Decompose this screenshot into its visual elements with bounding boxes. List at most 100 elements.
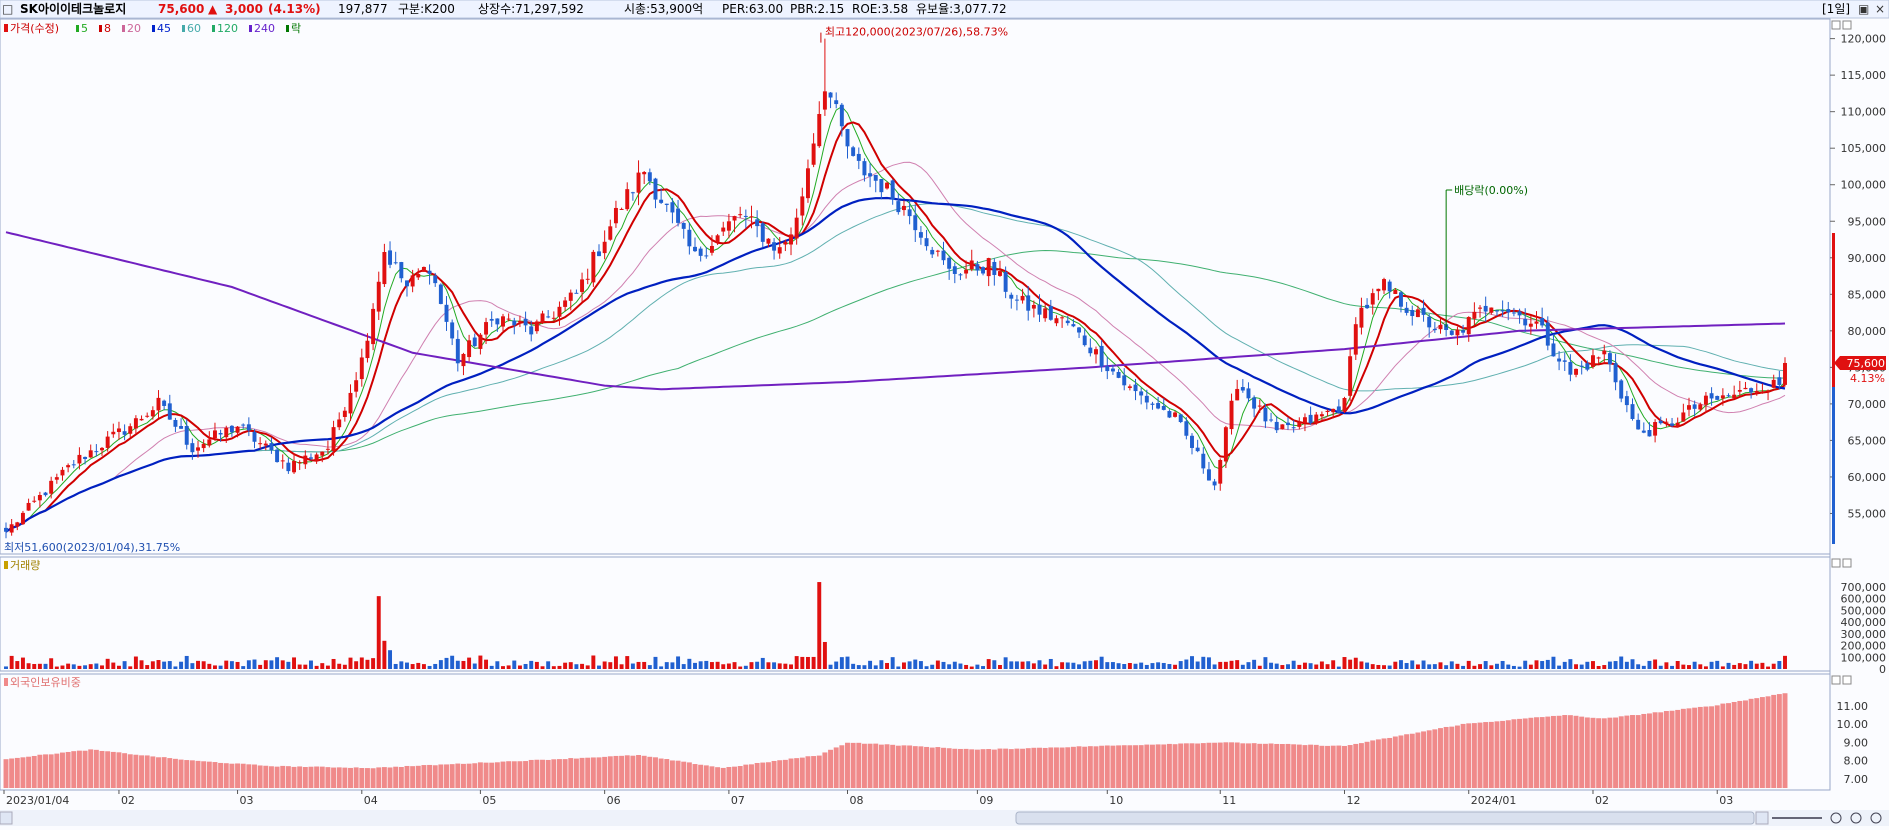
foreign-bar — [1669, 710, 1675, 788]
candle-body — [597, 251, 601, 257]
candle-body — [653, 178, 658, 200]
foreign-bar — [1240, 743, 1246, 788]
volume-bar — [1737, 663, 1742, 669]
maximize-button[interactable]: ▣ — [1858, 2, 1869, 16]
zoom-in-icon[interactable] — [1830, 812, 1842, 824]
scroll-thumb[interactable] — [1015, 811, 1755, 825]
price-tick-label: 120,000 — [1841, 33, 1887, 46]
candle-body — [1506, 309, 1511, 313]
volume-panel-toggle[interactable] — [1831, 558, 1841, 568]
foreign-bar — [1172, 744, 1178, 788]
foreign-bar — [1692, 707, 1698, 788]
candle-body — [224, 427, 229, 438]
candle-body — [1280, 424, 1285, 430]
volume-bar — [501, 666, 505, 669]
high-label: 최고120,000(2023/07/26),58.73% — [825, 26, 1008, 39]
volume-bar — [399, 661, 404, 669]
foreign-bar — [861, 743, 867, 788]
candle-body — [1094, 349, 1098, 355]
volume-bar — [348, 657, 353, 669]
volume-bar — [851, 663, 856, 669]
foreign-panel-close[interactable] — [1842, 675, 1852, 685]
foreign-bar — [477, 762, 483, 788]
scroll-right-button[interactable] — [1755, 811, 1769, 825]
volume-bar — [212, 665, 217, 669]
foreign-tick-label: 7.00 — [1844, 773, 1869, 786]
candle-body — [1653, 422, 1658, 436]
candle-body — [811, 143, 816, 165]
volume-bar — [1444, 665, 1449, 669]
candle-body — [1415, 309, 1420, 318]
volume-bar — [1579, 664, 1584, 669]
foreign-bar — [252, 764, 257, 788]
scroll-left-button[interactable] — [0, 811, 13, 825]
volume-bar — [1670, 665, 1675, 669]
volume-bar — [1534, 660, 1539, 669]
volume-bar — [371, 658, 376, 669]
foreign-bar — [1121, 745, 1127, 788]
volume-bar — [726, 663, 731, 669]
candle-body — [1636, 419, 1641, 430]
candle-body — [1043, 308, 1048, 319]
candle-body — [1596, 357, 1601, 359]
volume-bar — [608, 662, 613, 669]
volume-bar — [1274, 663, 1279, 669]
volume-bar — [224, 660, 229, 669]
volume-bar — [1060, 662, 1065, 669]
foreign-bar — [1138, 745, 1144, 788]
candle-body — [935, 250, 940, 252]
period-selector[interactable]: [1일] — [1822, 2, 1850, 16]
candle-body — [1065, 320, 1070, 324]
high-annotation: 최고120,000(2023/07/26),58.73% — [820, 26, 1008, 43]
candle-body — [630, 192, 635, 194]
volume-bar — [636, 661, 641, 669]
foreign-bar — [1652, 712, 1658, 788]
zoom-out-icon[interactable] — [1850, 812, 1862, 824]
volume-bar — [111, 662, 116, 669]
foreign-bar — [1048, 747, 1054, 788]
foreign-panel-toggle[interactable] — [1831, 675, 1841, 685]
candle-body — [1500, 310, 1505, 312]
foreign-bar — [1025, 748, 1031, 788]
candle-body — [1449, 330, 1454, 335]
foreign-bar — [1020, 748, 1026, 788]
volume-tick-label: 300,000 — [1841, 628, 1887, 641]
candle-body — [1557, 358, 1562, 362]
volume-bar — [687, 658, 692, 669]
foreign-bar — [720, 767, 726, 788]
candle-body — [1630, 404, 1635, 419]
candle-body — [1658, 420, 1663, 424]
volume-bar — [1167, 664, 1172, 669]
volume-bar — [388, 650, 393, 669]
close-button[interactable]: × — [1875, 2, 1885, 16]
candle-body — [805, 168, 810, 199]
volume-bar — [1517, 666, 1522, 669]
foreign-bar — [1528, 717, 1534, 788]
foreign-bar — [884, 744, 890, 788]
candle-body — [292, 460, 296, 473]
foreign-bar — [624, 755, 630, 788]
volume-bar — [873, 665, 878, 669]
window-checkbox[interactable]: □ — [2, 2, 13, 16]
foreign-bar — [991, 749, 997, 788]
volume-bar — [15, 661, 20, 669]
volume-tick-label: 500,000 — [1841, 604, 1887, 617]
foreign-bar — [997, 748, 1003, 788]
zoom-reset-icon[interactable] — [1870, 812, 1882, 824]
candle-body — [286, 462, 291, 472]
volume-bar — [958, 663, 963, 669]
candle-body — [371, 308, 376, 345]
ma45-line — [5, 196, 1786, 533]
candle-body — [726, 221, 731, 231]
float-rate: 유보율:3,077.72 — [916, 2, 1007, 16]
x-tick-label: 12 — [1346, 794, 1360, 807]
volume-bar — [1020, 661, 1025, 669]
foreign-bar — [630, 755, 636, 788]
foreign-bar — [974, 749, 980, 788]
candle-body — [1737, 389, 1742, 392]
price-panel-close[interactable] — [1842, 20, 1852, 30]
volume-panel-close[interactable] — [1842, 558, 1852, 568]
volume-bar — [738, 666, 743, 669]
price-panel-toggle[interactable] — [1831, 20, 1841, 30]
volume-bar — [1404, 663, 1409, 669]
